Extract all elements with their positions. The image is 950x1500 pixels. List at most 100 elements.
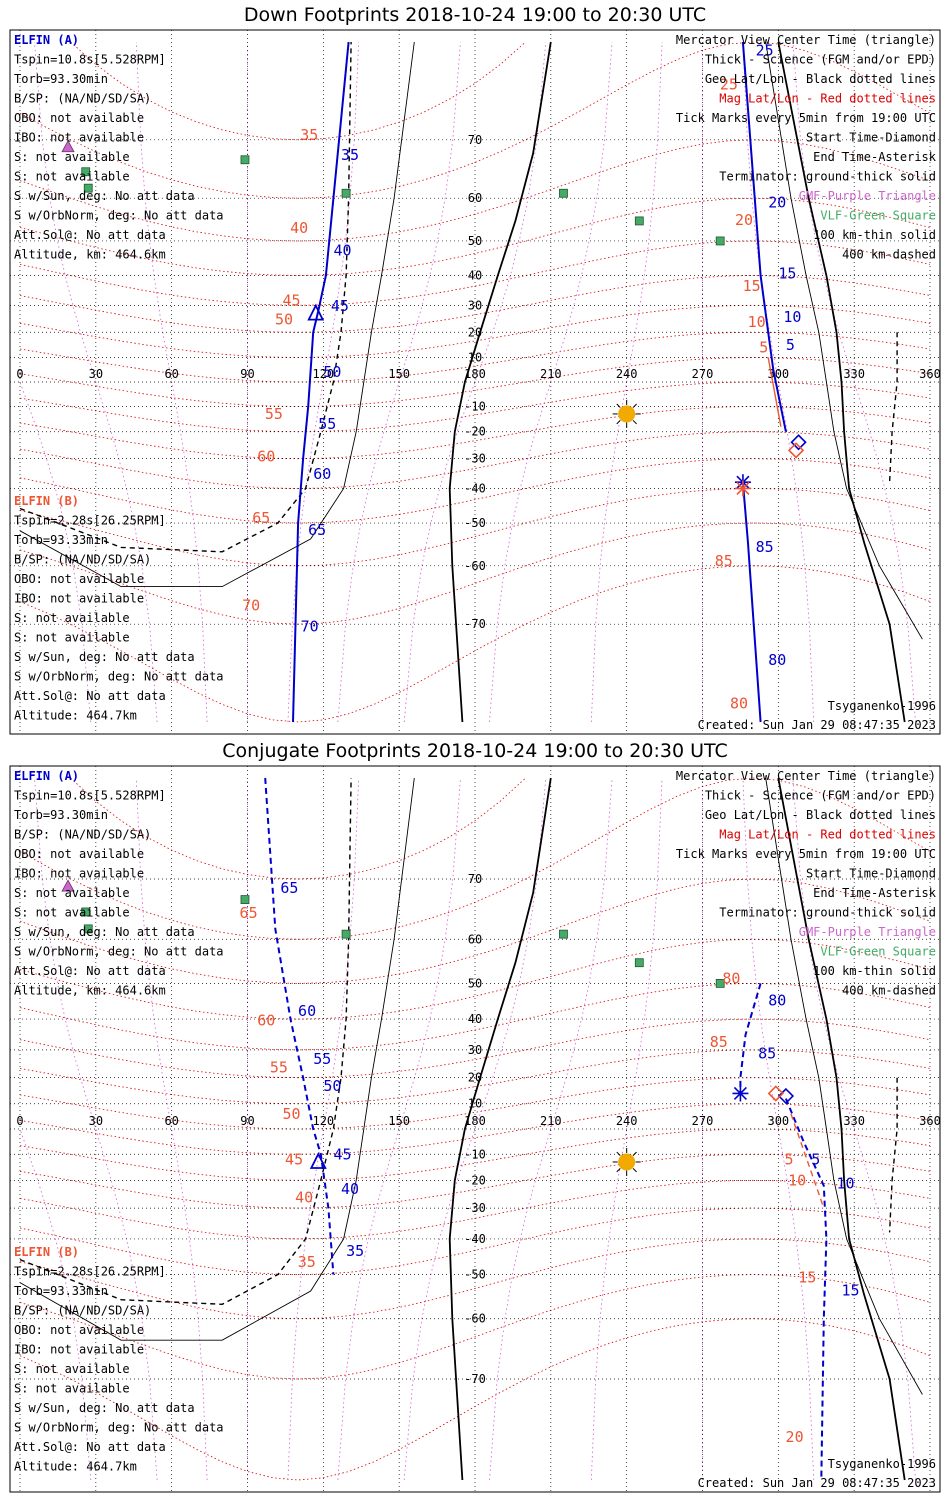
terminator-400km (888, 332, 898, 483)
y-tick-label: 70 (468, 872, 482, 886)
mag-lat-line (19, 1238, 931, 1320)
mag-lat-line (19, 1207, 931, 1276)
elfin-a-info-label: ELFIN (A) (14, 769, 79, 783)
center-time-triangle (307, 303, 325, 321)
elfin-b-time-label: 85 (715, 552, 733, 570)
x-tick-label: 150 (388, 1114, 410, 1128)
y-tick-label: 10 (468, 1097, 482, 1111)
elfin-b-info-line: Altitude: 464.7km (14, 709, 137, 723)
elfin-a-time-label: 55 (318, 415, 336, 433)
x-tick-label: 330 (843, 1114, 865, 1128)
elfin-a-time-label: 65 (308, 521, 326, 539)
elfin-b-info-line: S w/Sun, deg: No att data (14, 1401, 195, 1415)
terminator-400km (19, 41, 352, 553)
gmf-station-triangle (61, 879, 75, 892)
vlf-station-square (341, 929, 351, 939)
x-tick-label: 330 (843, 367, 865, 381)
x-tick-label: 90 (240, 367, 254, 381)
elfin-a-info-line: S w/OrbNorm, deg: No att data (14, 209, 224, 223)
terminator-ground (777, 41, 906, 723)
legend-entry: Tick Marks every 5min from 19:00 UTC (676, 847, 936, 861)
elfin-b-info-line: OBO: not available (14, 572, 144, 586)
elfin-a-time-label: 80 (768, 992, 786, 1010)
mag-lat-line (70, 41, 526, 141)
elfin-b-time-label: 10 (748, 313, 766, 331)
terminator-400km (19, 777, 352, 1306)
elfin-b-time-label: 40 (290, 219, 308, 237)
terminator-100km (19, 777, 415, 1341)
end-time-asterisk (733, 1086, 747, 1101)
vlf-station-square (81, 167, 91, 177)
elfin-a-time-label: 10 (783, 308, 801, 326)
x-tick-label: 30 (89, 1114, 103, 1128)
elfin-b-time-label: 85 (710, 1033, 728, 1051)
terminator-ground (448, 777, 552, 1481)
elfin-a-time-label: 70 (301, 617, 319, 635)
mag-lat-line (19, 304, 931, 358)
mag-lat-line (19, 1128, 931, 1181)
start-time-diamond (790, 434, 807, 451)
conjugate-footprints-map: 0 30 60 90 120 150 180 210 240 270 300 330 360 70 60 50… (9, 765, 941, 1493)
vlf-station-square (715, 978, 725, 988)
elfin-b-info-line: Torb=93.33min (14, 533, 108, 547)
vlf-station-square (559, 188, 568, 198)
y-tick-label: 10 (468, 351, 482, 365)
vlf-station-square (240, 155, 250, 165)
legend-entry: Geo Lat/Lon - Black dotted lines (705, 72, 936, 86)
elfin-b-track (790, 1113, 825, 1209)
elfin-a-time-label: 40 (333, 242, 351, 260)
elfin-b-time-label: 55 (265, 405, 283, 423)
elfin-a-track (292, 41, 350, 723)
legend-entry: VLF-Green Square (820, 209, 936, 223)
elfin-b-time-label: 20 (786, 1428, 804, 1446)
legend-entry: Thick - Science (FGM and/or EPD) (705, 53, 936, 67)
terminator-100km (19, 41, 415, 588)
sun-ray (616, 1151, 621, 1156)
elfin-b-info-line: S w/OrbNorm, deg: No att data (14, 670, 224, 684)
y-tick-label: -30 (464, 452, 486, 466)
sun-ray (616, 403, 621, 408)
elfin-a-info-line: OBO: not available (14, 847, 144, 861)
elfin-a-time-label: 5 (811, 1151, 820, 1169)
sun-ray (632, 1167, 637, 1173)
elfin-b-info-line: S: not available (14, 1382, 130, 1396)
legend-entry: 400 km-dashed (842, 248, 936, 262)
elfin-a-info-line: Altitude, km: 464.6km (14, 248, 166, 262)
legend-entry: Mag Lat/Lon - Red dotted lines (719, 828, 936, 842)
elfin-a-time-label: 15 (842, 1281, 860, 1299)
x-tick-label: 60 (164, 367, 178, 381)
terminator-100km (765, 41, 923, 640)
y-tick-label: -40 (464, 1232, 486, 1246)
legend-entry: Start Time-Diamond (806, 131, 936, 145)
legend-entry: Mag Lat/Lon - Red dotted lines (719, 92, 936, 106)
y-tick-label: 30 (468, 1043, 482, 1057)
sun-ray (632, 419, 637, 425)
elfin-a-time-label: 40 (341, 1180, 359, 1198)
elfin-b-info-line: Altitude: 464.7km (14, 1460, 137, 1474)
elfin-b-track (767, 357, 782, 427)
elfin-a-time-label: 45 (331, 297, 349, 315)
legend-entry: Thick - Science (FGM and/or EPD) (705, 789, 936, 803)
elfin-b-info-line: B/SP: (NA/ND/SD/SA) (14, 553, 151, 567)
elfin-a-time-label: 5 (786, 336, 795, 354)
elfin-b-time-label: 20 (735, 211, 753, 229)
terminator-ground (777, 777, 906, 1481)
elfin-b-info-line: Att.Sol@: No att data (14, 1440, 166, 1454)
elfin-a-time-label: 50 (323, 1077, 341, 1095)
elfin-a-info-line: B/SP: (NA/ND/SD/SA) (14, 828, 151, 842)
elfin-a-time-label: 35 (341, 146, 359, 164)
terminator-400km (888, 1077, 898, 1233)
elfin-a-info-line: IBO: not available (14, 867, 144, 881)
legend-entry: Mercator View Center Time (triangle) (676, 769, 936, 783)
legend-entry: Terminator: ground-thick solid (719, 906, 936, 920)
vlf-station-square (634, 958, 644, 968)
legend-entry: GMF-Purple Triangle (799, 189, 936, 203)
x-tick-label: 120 (312, 1114, 334, 1128)
x-tick-label: 360 (919, 367, 941, 381)
elfin-a-info-line: IBO: not available (14, 131, 144, 145)
y-tick-label: -50 (464, 516, 486, 530)
elfin-b-time-label: 45 (283, 291, 301, 309)
elfin-b-time-label: 65 (252, 509, 270, 527)
y-tick-label: -60 (464, 1312, 486, 1326)
model-name: Tsyganenko-1996 (828, 1457, 936, 1471)
